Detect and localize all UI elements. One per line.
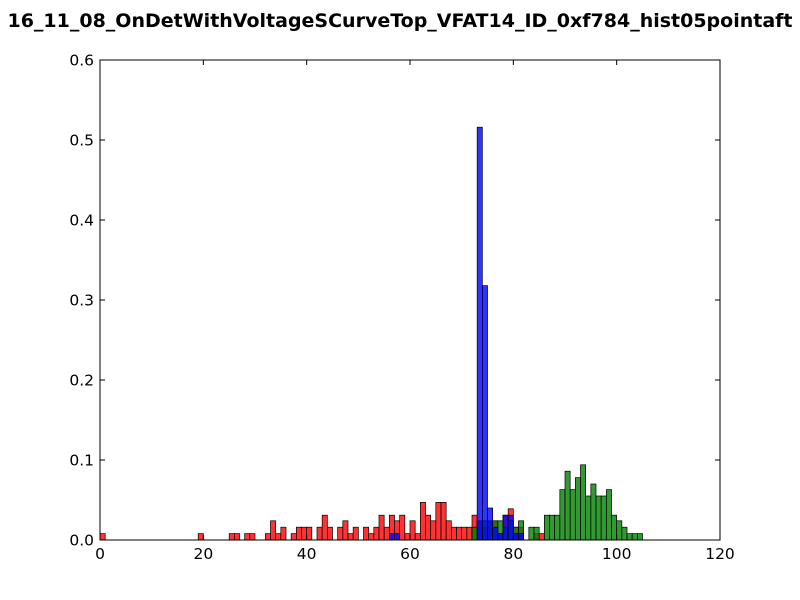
x-tick-label: 60	[400, 545, 420, 563]
bar-series2-bin-78	[502, 514, 509, 541]
bar-series0-bin-64	[430, 520, 437, 541]
bar-series1-bin-102	[626, 533, 633, 541]
bar-series0-bin-66	[440, 502, 447, 541]
bar-series0-bin-71	[466, 526, 473, 541]
bar-series1-bin-84	[533, 526, 540, 541]
bar-series1-bin-87	[549, 514, 556, 541]
bar-series0-bin-67	[445, 520, 452, 541]
bar-series0-bin-61	[414, 533, 421, 541]
bar-series1-bin-92	[574, 477, 581, 541]
bar-series0-bin-26	[233, 533, 240, 541]
bar-series0-bin-52	[368, 533, 375, 541]
bar-series0-bin-19	[197, 533, 204, 541]
bar-series1-bin-94	[585, 495, 592, 541]
ticks-layer	[99, 59, 721, 541]
bar-series1-bin-100	[616, 520, 623, 541]
bar-series1-bin-93	[580, 464, 587, 541]
y-tick-label: 0.1	[69, 452, 94, 470]
bars-layer	[99, 126, 643, 541]
bar-series0-bin-54	[378, 514, 385, 541]
bar-series0-bin-55	[383, 526, 390, 541]
tick-labels-layer: 0 20 40 60 80 100 120 0.0 0.1 0.2 0.3 0.4 0.5 0.6	[69, 52, 734, 564]
bar-series0-bin-38	[295, 526, 302, 541]
bar-series1-bin-97	[600, 495, 607, 541]
bar-series1-bin-91	[569, 489, 576, 541]
bar-series0-bin-35	[280, 526, 287, 541]
bar-series1-bin-101	[621, 526, 628, 541]
x-tick-label: 40	[297, 545, 317, 563]
bar-series0-bin-58	[399, 514, 406, 541]
bar-series0-bin-62	[419, 502, 426, 541]
bar-series0-bin-34	[275, 533, 282, 541]
bar-series0-bin-63	[425, 514, 432, 541]
bar-series0-bin-49	[352, 526, 359, 541]
bar-series1-bin-103	[631, 533, 638, 541]
bar-series0-bin-43	[321, 514, 328, 541]
bar-series2-bin-79	[507, 514, 514, 541]
bar-series0-bin-60	[409, 520, 416, 541]
y-tick-label: 0.3	[69, 292, 94, 310]
bar-series0-bin-65	[435, 502, 442, 541]
bar-series1-bin-72	[471, 526, 478, 541]
bar-series0-bin-25	[228, 533, 235, 541]
y-tick-label: 0.2	[69, 372, 94, 390]
bar-series0-bin-47	[342, 520, 349, 541]
bar-series1-bin-83	[528, 526, 535, 541]
bar-series0-bin-85	[538, 533, 545, 541]
bar-series0-bin-28	[244, 533, 251, 541]
bar-series2-bin-73	[476, 126, 483, 541]
bar-series0-bin-39	[301, 526, 308, 541]
bar-series0-bin-33	[270, 520, 277, 541]
bar-series1-bin-99	[611, 514, 618, 541]
bar-series0-bin-59	[404, 533, 411, 541]
bar-series2-bin-77	[497, 533, 504, 541]
bar-series2-bin-57	[394, 533, 401, 541]
bar-series0-bin-44	[326, 526, 333, 541]
bar-series2-bin-80	[512, 533, 519, 541]
y-tick-label: 0.4	[69, 212, 94, 230]
bar-series2-bin-74	[481, 285, 488, 541]
bar-series1-bin-88	[554, 514, 561, 541]
bar-series0-bin-29	[249, 533, 256, 541]
bar-series1-bin-95	[590, 483, 597, 541]
bar-series0-bin-32	[264, 533, 271, 541]
bar-series1-bin-90	[564, 470, 571, 541]
bar-series0-bin-42	[316, 526, 323, 541]
bar-series1-bin-98	[605, 489, 612, 541]
bar-series0-bin-53	[373, 526, 380, 541]
chart-title: 16_11_08_OnDetWithVoltageSCurveTop_VFAT1…	[7, 10, 792, 32]
bar-series2-bin-76	[492, 526, 499, 541]
bar-series0-bin-40	[306, 526, 313, 541]
bar-series2-bin-81	[518, 533, 525, 541]
bar-series1-bin-86	[543, 514, 550, 541]
bar-series0-bin-70	[461, 526, 468, 541]
bar-series0-bin-48	[347, 533, 354, 541]
bar-series0-bin-0	[99, 533, 106, 541]
plot-frame	[99, 59, 721, 541]
y-tick-label: 0.0	[69, 532, 94, 550]
bar-series0-bin-68	[450, 526, 457, 541]
bar-series1-bin-96	[595, 495, 602, 541]
y-tick-label: 0.6	[69, 52, 94, 70]
y-tick-label: 0.5	[69, 132, 94, 150]
x-tick-label: 80	[503, 545, 523, 563]
bar-series2-bin-75	[487, 507, 494, 541]
x-tick-label: 20	[193, 545, 213, 563]
bar-series0-bin-37	[290, 533, 297, 541]
bar-series1-bin-89	[559, 489, 566, 541]
bar-series0-bin-69	[456, 526, 463, 541]
x-tick-label: 0	[95, 545, 105, 563]
x-tick-label: 100	[602, 545, 632, 563]
x-tick-label: 120	[705, 545, 735, 563]
bar-series0-bin-46	[337, 526, 344, 541]
bar-series1-bin-104	[636, 533, 643, 541]
bar-series0-bin-51	[363, 526, 370, 541]
bar-series2-bin-56	[388, 533, 395, 541]
